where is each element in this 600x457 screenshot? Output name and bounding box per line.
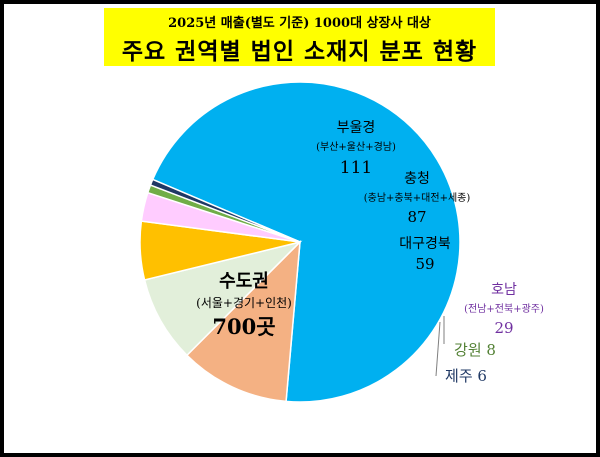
slice-value-label: 111 (340, 158, 372, 178)
slice-name-label: 호남 (491, 282, 517, 298)
slice-name-label: 충청 (404, 171, 430, 187)
slice-name-label: 수도권 (219, 271, 269, 292)
pie-chart: 수도권 (서울+경기+인천) 700곳 부울경 (부산+울산+경남) 111 충청 (충남+충… (139, 81, 544, 403)
slice-name-label: 부울경 (337, 120, 376, 136)
leader-line (435, 321, 441, 377)
slice-detail-label: (전남+전북+광주) (464, 303, 544, 315)
pie-slice (143, 240, 303, 357)
slice-detail-label: (충남+충북+대전+세종) (364, 192, 471, 204)
pie-slice (149, 178, 301, 243)
chart-subtitle: 2025년 매출(별도 기준) 1000대 상장사 대상 (168, 16, 431, 31)
slice-label: 제주 6 (445, 367, 487, 385)
title-box: 2025년 매출(별도 기준) 1000대 상장사 대상 주요 권역별 법인 소… (104, 8, 495, 66)
pie-slice (151, 81, 461, 403)
pie-slice (185, 240, 301, 403)
slice-value-label: 29 (494, 319, 513, 337)
chart-title: 주요 권역별 법인 소재지 분포 현황 (121, 38, 478, 65)
slice-value-label: 700곳 (212, 314, 275, 339)
slice-value-label: 59 (415, 255, 434, 273)
slice-name-label: 대구경북 (399, 236, 451, 252)
slice-detail-label: (부산+울산+경남) (316, 140, 396, 153)
slice-detail-label: (서울+경기+인천) (196, 295, 292, 310)
slice-value-label: 87 (407, 208, 426, 226)
slice-label: 강원 8 (454, 341, 496, 359)
